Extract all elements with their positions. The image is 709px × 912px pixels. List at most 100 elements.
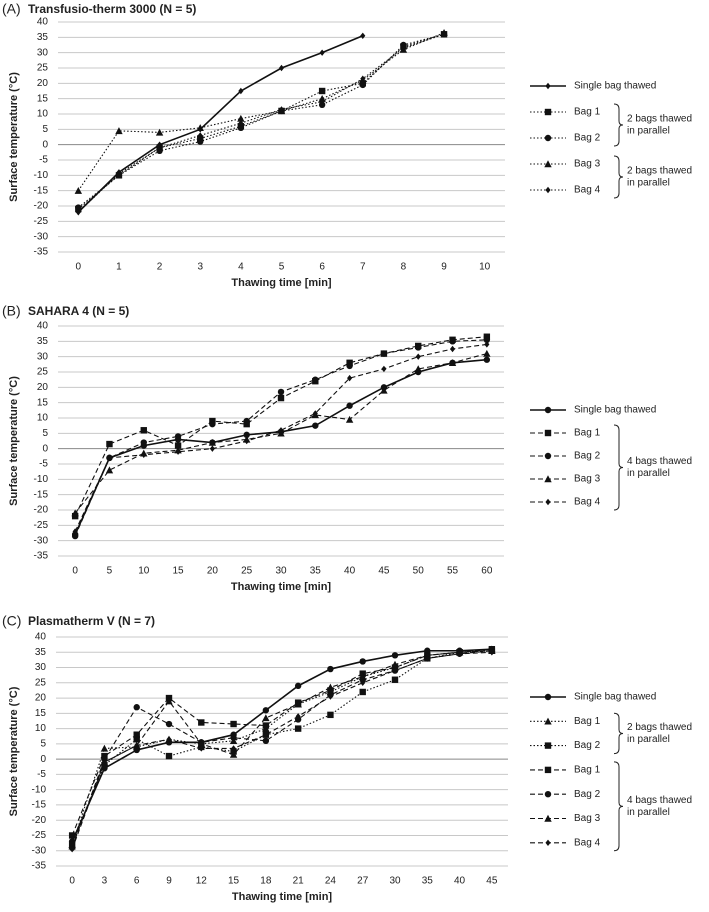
- marker: [312, 422, 319, 429]
- x-tick-label: 6: [319, 262, 325, 273]
- marker: [347, 374, 353, 382]
- marker: [545, 498, 551, 506]
- marker: [544, 717, 552, 725]
- marker: [277, 394, 285, 402]
- legend-label: Bag 4: [574, 837, 601, 848]
- marker: [544, 742, 552, 749]
- series-line: [77, 33, 445, 213]
- marker: [262, 714, 270, 722]
- marker: [174, 433, 182, 440]
- y-tick-label: 20: [37, 78, 49, 89]
- marker: [115, 127, 123, 135]
- legend-group-label: in parallel: [627, 178, 670, 189]
- y-tick-label: 15: [37, 93, 49, 104]
- marker: [380, 350, 388, 357]
- y-tick-label: -15: [34, 489, 49, 500]
- legend-group-label: 2 bags thawed: [627, 114, 692, 125]
- y-tick-label: -10: [34, 474, 49, 485]
- marker: [312, 376, 319, 383]
- marker: [140, 427, 147, 434]
- x-tick-label: 3: [197, 262, 203, 273]
- marker: [318, 94, 326, 102]
- x-tick-label: 9: [166, 876, 172, 887]
- marker: [197, 138, 204, 145]
- legend-label: Bag 4: [574, 497, 601, 508]
- marker: [415, 344, 422, 351]
- marker: [414, 365, 422, 373]
- legend-group-label: 2 bags thawed: [627, 722, 692, 733]
- marker: [197, 740, 205, 748]
- marker: [449, 345, 456, 353]
- x-tick-label: 9: [441, 262, 447, 273]
- y-tick-label: 25: [37, 367, 49, 378]
- marker: [116, 170, 122, 177]
- marker: [544, 406, 552, 414]
- marker: [68, 842, 76, 850]
- legend-group-label: in parallel: [627, 734, 670, 745]
- legend-label: Single bag thawed: [574, 692, 656, 703]
- marker: [327, 665, 334, 673]
- marker: [318, 87, 326, 95]
- y-tick-label: 30: [35, 662, 47, 673]
- marker: [198, 719, 205, 726]
- x-tick-label: 45: [486, 876, 498, 887]
- marker: [392, 667, 398, 674]
- series-line: [77, 33, 445, 210]
- x-tick-label: 5: [279, 262, 285, 273]
- marker: [294, 682, 302, 690]
- legend-label: Bag 2: [574, 133, 601, 144]
- chart-title: Transfusio-therm 3000 (N = 5): [28, 2, 196, 16]
- marker: [263, 731, 269, 738]
- y-tick-label: -15: [34, 185, 49, 196]
- marker: [294, 700, 302, 708]
- marker: [100, 744, 109, 752]
- y-axis-title: Surface temperature (°C): [8, 72, 20, 202]
- marker: [544, 475, 552, 483]
- y-tick-label: 10: [37, 109, 49, 120]
- legend-label: Bag 2: [574, 789, 601, 800]
- marker: [457, 650, 463, 657]
- marker: [544, 693, 552, 701]
- y-tick-label: 5: [40, 739, 46, 750]
- marker: [360, 75, 366, 82]
- marker: [230, 734, 237, 741]
- marker: [319, 98, 325, 105]
- x-tick-label: 15: [173, 566, 185, 577]
- marker: [544, 160, 552, 168]
- marker: [544, 108, 552, 116]
- marker: [106, 454, 113, 462]
- panel-label: (C): [2, 613, 21, 629]
- x-tick-label: 10: [138, 566, 150, 577]
- x-tick-label: 25: [241, 566, 253, 577]
- marker: [278, 427, 284, 434]
- marker: [544, 814, 552, 822]
- series-line: [74, 358, 487, 535]
- y-tick-label: -10: [34, 170, 49, 181]
- series-line: [71, 648, 492, 842]
- marker: [231, 745, 237, 752]
- legend-brace: [613, 103, 624, 147]
- y-tick-label: -35: [34, 247, 49, 258]
- marker: [489, 649, 495, 656]
- series-line: [77, 35, 364, 213]
- series-line: [74, 339, 487, 537]
- x-tick-label: 40: [344, 566, 356, 577]
- y-tick-label: 35: [37, 32, 49, 43]
- marker: [71, 532, 79, 540]
- x-tick-label: 27: [357, 876, 369, 887]
- x-tick-label: 24: [325, 876, 337, 887]
- y-tick-label: -20: [32, 815, 47, 826]
- legend-label: Single bag thawed: [574, 405, 656, 416]
- x-tick-label: 7: [360, 262, 366, 273]
- y-tick-label: 5: [42, 428, 48, 439]
- y-tick-label: 0: [42, 139, 48, 150]
- marker: [237, 114, 245, 122]
- marker: [134, 742, 140, 749]
- marker: [484, 341, 490, 348]
- marker: [75, 204, 82, 211]
- y-tick-label: -30: [34, 231, 49, 242]
- x-tick-label: 4: [238, 262, 244, 273]
- marker: [483, 349, 491, 357]
- panel-label: (B): [2, 303, 21, 319]
